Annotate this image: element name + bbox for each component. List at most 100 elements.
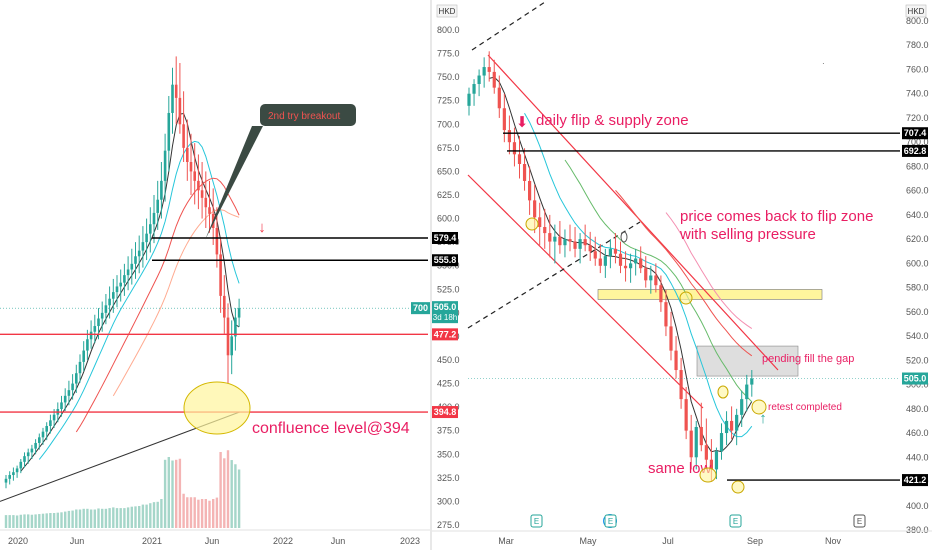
- price-tick-label: 580.0: [906, 283, 929, 293]
- time-tick-label: Sep: [747, 536, 763, 546]
- level-price-tag: [432, 406, 458, 419]
- price-tick-label: 380.0: [906, 525, 929, 535]
- price-tick-label: 525.0: [437, 284, 460, 294]
- right-channel-lines: [467, 1, 779, 409]
- candle-body: [108, 298, 111, 306]
- volume-bar: [49, 513, 52, 528]
- candle-body: [724, 420, 729, 434]
- left-chart-panel[interactable]: 800.0 775.0 750.0 725.0 700.0 675.0 650.0 625.0…: [0, 25, 460, 546]
- earnings-badge[interactable]: E: [729, 514, 742, 528]
- candle-body: [126, 269, 130, 276]
- price-tick-label: 725.0: [437, 96, 460, 106]
- price-tick-label: 740.0: [906, 89, 929, 99]
- level-price-tag-text: 477.2: [434, 329, 457, 339]
- candle-body: [497, 87, 501, 109]
- volume-bar: [52, 513, 56, 528]
- last-price-tag-text: 505.0: [904, 374, 927, 384]
- highlight-circle: [717, 385, 729, 399]
- volume-bar: [152, 502, 156, 528]
- price-tick-label: 600.0: [906, 258, 929, 268]
- candle-body: [664, 302, 668, 327]
- volume-bar: [38, 514, 41, 528]
- last-price-tag: [902, 372, 928, 385]
- volume-bar: [197, 499, 200, 528]
- earnings-badge[interactable]: E: [530, 514, 543, 528]
- candle-body: [654, 275, 658, 286]
- candle-body: [26, 452, 30, 457]
- volume-bar: [89, 509, 93, 528]
- time-tick-label: Jul: [662, 536, 674, 546]
- level-price-tag: [902, 127, 928, 140]
- volume-bar: [45, 513, 48, 528]
- stray-marker: ·: [822, 59, 825, 68]
- breakout-callout-pointer: [205, 126, 263, 240]
- volume-bar: [41, 513, 45, 528]
- moving-average-line: [75, 177, 240, 433]
- volume-bar: [200, 499, 204, 528]
- price-tick-label: 375.0: [437, 426, 460, 436]
- candle-body: [189, 162, 193, 172]
- candle-body: [694, 426, 698, 458]
- candle-body: [719, 433, 724, 452]
- right-chart-panel[interactable]: 800.0 780.0 760.0 740.0 720.0 700.0 680.0 660.0…: [432, 1, 932, 546]
- candle-body: [644, 268, 648, 281]
- last-price-tag-text: 505.0: [434, 302, 457, 312]
- dashed-parallel-line: [471, 1, 546, 51]
- right-time-axis[interactable]: Mar May Jul Sep Nov: [432, 530, 932, 546]
- time-tick-label: 2022: [273, 536, 293, 546]
- candle-body: [8, 475, 11, 479]
- earnings-badge[interactable]: E: [853, 514, 866, 528]
- time-tick-label: May: [579, 536, 597, 546]
- volume-bar: [182, 493, 185, 528]
- price-tick-label: 560.0: [906, 307, 929, 317]
- candle-body: [60, 402, 63, 410]
- last-price-tag: [432, 301, 458, 324]
- price-tick-label: 520.0: [906, 355, 929, 365]
- volume-bar: [123, 508, 126, 528]
- candle-body: [740, 399, 744, 415]
- earnings-badge[interactable]: E: [603, 514, 617, 528]
- price-tick-label: 460.0: [906, 428, 929, 438]
- candle-body: [237, 308, 241, 318]
- moving-average-line: [615, 189, 753, 357]
- price-tick-label: 750.0: [437, 72, 460, 82]
- price-tick-label: 780.0: [906, 40, 929, 50]
- volume-bar: [115, 508, 119, 528]
- volume-bar: [226, 450, 230, 528]
- dashed-parallel-line: [467, 221, 641, 329]
- candle-body: [30, 448, 34, 453]
- candle-body: [82, 350, 85, 362]
- candle-body: [104, 305, 108, 313]
- breakout-callout-text: 2nd try breakout: [268, 111, 340, 122]
- candle-body: [623, 265, 628, 269]
- moving-average-line: [524, 113, 753, 438]
- volume-bar: [141, 504, 145, 528]
- moving-average-line: [665, 212, 753, 330]
- gap-label: pending fill the gap: [762, 353, 854, 365]
- candle-body: [130, 263, 134, 270]
- same-low-label: same low: [648, 460, 712, 477]
- candle-body: [492, 71, 496, 88]
- candle-body: [543, 227, 547, 234]
- left-price-axis[interactable]: 800.0 775.0 750.0 725.0 700.0 675.0 650.0 625.0…: [411, 25, 460, 530]
- right-price-axis[interactable]: 800.0 780.0 760.0 740.0 720.0 700.0 680.0 660.0…: [902, 16, 929, 535]
- volume-bar: [4, 515, 8, 528]
- candle-body: [234, 317, 237, 337]
- candle-body: [482, 67, 486, 76]
- left-time-axis[interactable]: 2020 Jun 2021 Jun 2022 Jun 2023: [0, 529, 430, 546]
- price-tick-label: 640.0: [906, 210, 929, 220]
- volume-bar: [93, 509, 96, 528]
- volume-bar: [171, 460, 174, 528]
- volume-bar: [30, 514, 34, 528]
- candle-body: [178, 97, 182, 125]
- candle-body: [634, 258, 638, 264]
- candle-body: [156, 199, 159, 213]
- volume-tag-text: 700: [413, 303, 428, 313]
- price-tick-label: 425.0: [437, 379, 460, 389]
- candle-body: [618, 253, 623, 266]
- level-price-tag-text: 394.8: [434, 407, 457, 417]
- left-moving-averages: [20, 112, 240, 472]
- price-tick-label: 700.0: [437, 119, 460, 129]
- candle-body: [145, 233, 148, 243]
